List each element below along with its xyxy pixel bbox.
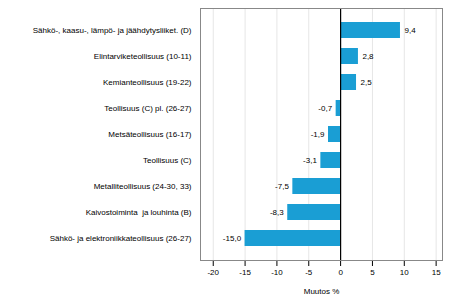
svg-text:-20: -20	[207, 268, 219, 277]
svg-text:10: 10	[400, 268, 409, 277]
svg-text:2,5: 2,5	[361, 78, 373, 87]
svg-text:Metalliteollisuus (24-30, 33): Metalliteollisuus (24-30, 33)	[94, 182, 192, 191]
svg-text:-8,3: -8,3	[270, 208, 284, 217]
svg-text:-0,7: -0,7	[318, 104, 332, 113]
svg-text:0: 0	[338, 268, 343, 277]
svg-text:Sähkö-, kaasu-, lämpö- ja jääh: Sähkö-, kaasu-, lämpö- ja jäähdytysliike…	[33, 26, 192, 35]
svg-text:Sähkö- ja elektroniikkateollis: Sähkö- ja elektroniikkateollisuus (26-27…	[50, 234, 192, 243]
svg-text:9,4: 9,4	[404, 26, 416, 35]
svg-text:-3,1: -3,1	[303, 156, 317, 165]
svg-text:-7,5: -7,5	[275, 182, 289, 191]
svg-text:5: 5	[370, 268, 375, 277]
svg-text:-15,0: -15,0	[223, 234, 242, 243]
svg-text:Elintarviketeollisuus (10-11): Elintarviketeollisuus (10-11)	[94, 52, 192, 61]
svg-text:-10: -10	[271, 268, 283, 277]
svg-text:Metsäteollisuus (16-17): Metsäteollisuus (16-17)	[108, 130, 191, 139]
svg-text:-1,9: -1,9	[311, 130, 325, 139]
svg-text:Teollisuus (C) pl. (26-27): Teollisuus (C) pl. (26-27)	[104, 104, 191, 113]
svg-text:Kaivostoiminta ja louhinta (B: Kaivostoiminta ja louhinta (B)	[86, 208, 192, 217]
svg-text:-5: -5	[305, 268, 313, 277]
svg-text:Teollisuus (C): Teollisuus (C)	[143, 156, 192, 165]
svg-text:Muutos %: Muutos %	[304, 287, 340, 296]
svg-text:15: 15	[432, 268, 441, 277]
svg-text:-15: -15	[239, 268, 251, 277]
svg-text:2,8: 2,8	[362, 52, 374, 61]
svg-text:Kemianteollisuus (19-22): Kemianteollisuus (19-22)	[103, 78, 192, 87]
